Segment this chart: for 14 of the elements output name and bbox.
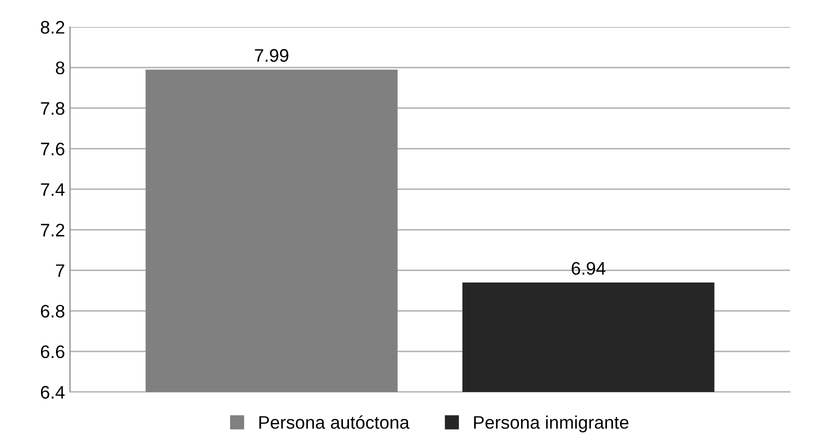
legend-label: Persona inmigrante: [474, 416, 628, 432]
y-tick-label: 7.4: [40, 183, 65, 196]
data-label: 6.94: [572, 262, 606, 275]
data-label: 7.99: [254, 49, 288, 62]
y-tick-label: 8: [56, 61, 64, 74]
legend-label: Persona autóctona: [259, 415, 410, 429]
y-tick-label: 8.2: [40, 20, 64, 34]
y-tick-label: 7.8: [40, 102, 64, 115]
y-tick-label: 7: [56, 264, 64, 277]
y-tick-label: 7.2: [40, 224, 64, 236]
y-tick-label: 7.6: [40, 142, 64, 156]
y-tick-label: 6.4: [40, 386, 65, 399]
y-tick-label: 6.8: [40, 304, 64, 318]
y-tick-label: 6.6: [40, 345, 64, 358]
